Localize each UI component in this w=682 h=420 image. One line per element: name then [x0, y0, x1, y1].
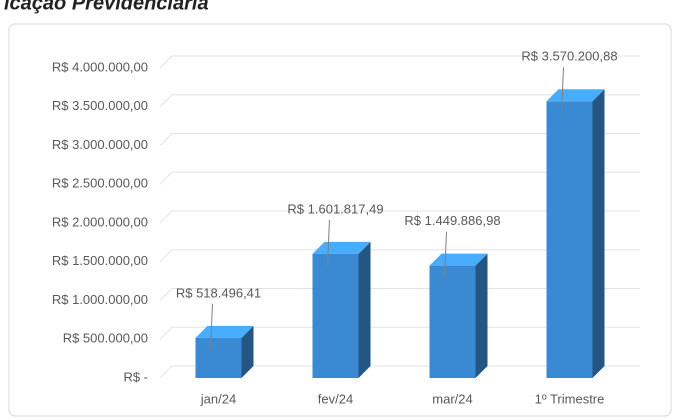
bar-top	[546, 89, 605, 102]
y-tick-label: R$ 4.000.000,00	[52, 59, 148, 74]
grid-line	[159, 249, 640, 263]
x-tick-label: fev/24	[318, 391, 353, 406]
y-tick-label: R$ 2.000.000,00	[52, 214, 148, 229]
bar-top	[312, 241, 371, 254]
bar-side	[592, 89, 605, 378]
y-tick-label: R$ 3.500.000,00	[52, 98, 148, 113]
data-label: R$ 1.449.886,98	[404, 213, 500, 228]
y-tick-label: R$ 500.000,00	[63, 331, 148, 346]
leader-line	[210, 303, 213, 350]
x-tick-label: mar/24	[432, 391, 472, 406]
grid-line	[159, 171, 640, 185]
x-tick-label: jan/24	[200, 391, 236, 406]
bar	[546, 101, 593, 378]
chart-title: icação Previdenciária	[4, 0, 209, 14]
data-label: R$ 3.570.200,88	[521, 49, 617, 64]
bar-side	[241, 325, 254, 378]
bar	[312, 253, 359, 378]
x-tick-label: 1º Trimestre	[535, 391, 605, 406]
bar-side	[358, 241, 371, 378]
bar	[195, 337, 242, 378]
grid-line	[159, 133, 640, 146]
data-label: R$ 1.601.817,49	[287, 201, 383, 216]
data-label: R$ 518.496,41	[176, 285, 261, 300]
bar-top	[429, 253, 488, 266]
y-tick-label: R$ 2.500.000,00	[52, 176, 148, 191]
leader-line	[444, 231, 447, 278]
leader-line	[327, 219, 330, 266]
grid-line	[159, 210, 640, 224]
bar-side	[475, 253, 488, 378]
grid-line	[159, 94, 640, 108]
chart-frame	[8, 23, 672, 417]
leader-line	[561, 67, 564, 114]
y-tick-label: R$ 1.500.000,00	[52, 253, 148, 268]
y-tick-label: R$ 3.000.000,00	[52, 137, 148, 152]
y-tick-label: R$ -	[123, 369, 148, 384]
bar-top	[195, 325, 254, 338]
bar	[429, 265, 476, 378]
y-tick-label: R$ 1.000.000,00	[52, 292, 148, 307]
grid-line	[159, 55, 640, 69]
